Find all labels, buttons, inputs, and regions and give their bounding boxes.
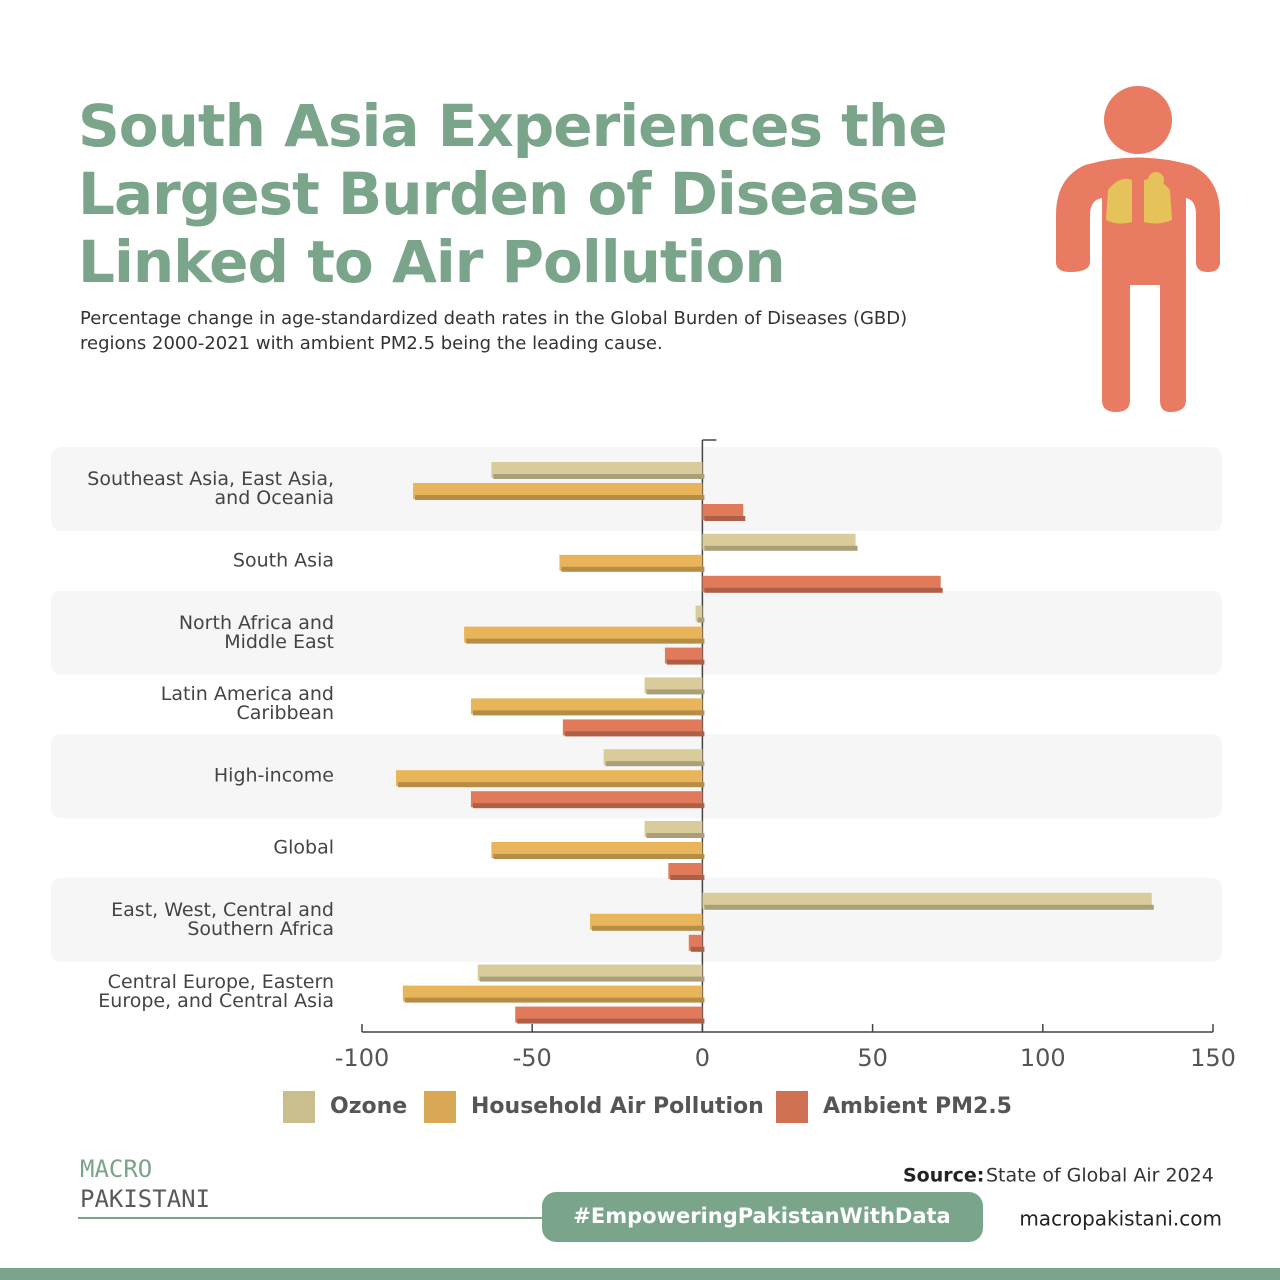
source: State of Global Air 2024	[986, 1165, 1214, 1187]
legend-label: Household Air Pollution	[471, 1094, 764, 1119]
bar-edge	[493, 854, 705, 859]
x-tick-label: 100	[1020, 1044, 1066, 1072]
category-label: Central Europe, Eastern Europe, and Cent…	[98, 970, 334, 1012]
legend-label: Ozone	[330, 1094, 407, 1119]
bar-edge	[646, 689, 705, 695]
logo: MACRO PAKISTANI	[78, 1155, 545, 1219]
bar-edge	[704, 904, 1154, 910]
category-label: Southeast Asia, East Asia, and Oceania	[87, 468, 334, 509]
logo-text: PAKISTANI	[80, 1185, 210, 1213]
bar-edge	[472, 710, 705, 716]
bar-edge	[704, 587, 943, 593]
hashtag-pill	[542, 1192, 983, 1242]
x-tick-label: 150	[1190, 1044, 1236, 1072]
bar-edge	[564, 731, 705, 737]
bar-edge	[479, 976, 705, 982]
bar-edge	[404, 997, 705, 1003]
legend-label: Ambient PM2.5	[823, 1094, 1012, 1119]
legend-swatch	[283, 1091, 315, 1123]
bar-edge	[398, 782, 705, 788]
x-tick-label: 50	[857, 1044, 888, 1072]
hashtag: #EmpoweringPakistanWithData	[573, 1204, 950, 1228]
x-tick-label: 0	[695, 1044, 710, 1072]
category-label: Latin America and Caribbean	[160, 683, 334, 725]
bar-edge	[670, 875, 705, 880]
person-icon	[1056, 86, 1220, 412]
logo-text: MACRO	[80, 1155, 152, 1183]
category-label: South Asia	[232, 549, 334, 572]
bar-edge	[561, 566, 705, 572]
bottom-stripe	[0, 1268, 1280, 1280]
bar-edge	[646, 833, 705, 838]
bar	[695, 605, 703, 622]
legend-swatch	[424, 1091, 456, 1123]
bar-edge	[690, 946, 705, 952]
bar-edge	[697, 617, 705, 623]
bar-edge	[466, 638, 705, 644]
x-tick-label: -100	[335, 1044, 389, 1072]
bar-edge	[517, 1018, 705, 1024]
chart-subtitle: Percentage change in age-standardized de…	[80, 308, 908, 354]
x-tick-label: -50	[513, 1044, 552, 1072]
bar-edge	[592, 925, 705, 931]
bar-edge	[415, 495, 705, 500]
website: macropakistani.com	[1019, 1207, 1222, 1231]
category-label: High-income	[213, 764, 334, 787]
chart-title: South Asia Experiences the Largest Burde…	[78, 92, 948, 296]
bar-edge	[704, 545, 858, 551]
bar-edge	[493, 474, 705, 479]
bar-edge	[666, 659, 705, 665]
source-label: Source:	[903, 1165, 984, 1187]
bar-edge	[472, 803, 705, 809]
category-label: Global	[273, 836, 334, 859]
bar-edge	[704, 516, 746, 521]
category-label: East, West, Central and Southern Africa	[111, 898, 334, 940]
category-label: North Africa and Middle East	[178, 611, 334, 653]
legend-swatch	[776, 1091, 808, 1123]
bar-edge	[605, 761, 705, 767]
